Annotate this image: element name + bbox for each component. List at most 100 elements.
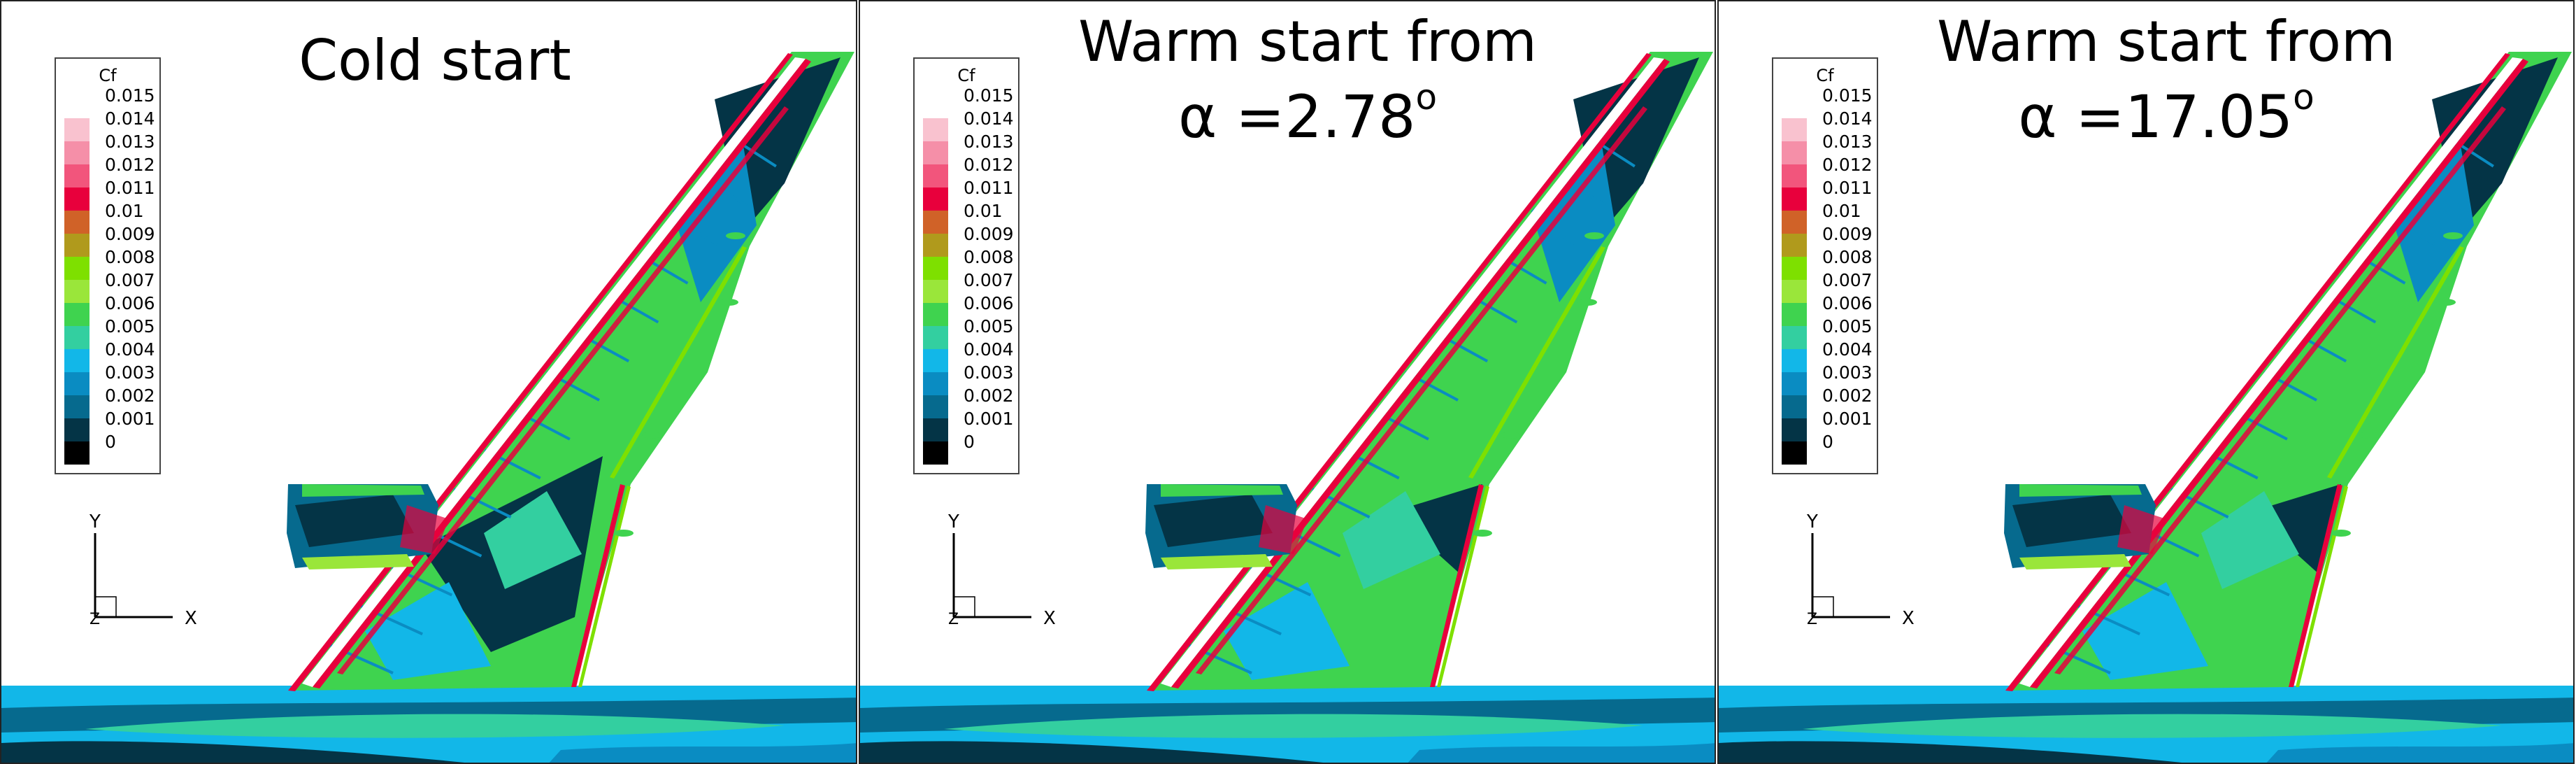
- legend-swatch: [923, 372, 948, 395]
- legend-swatch: [1782, 234, 1807, 257]
- legend-swatch: [1782, 441, 1807, 465]
- degree-mark: o: [1415, 77, 1438, 118]
- legend-title: Cf: [1816, 66, 1834, 85]
- legend-swatch: [1782, 164, 1807, 188]
- flap-fairing: [2359, 432, 2379, 439]
- legend-swatch: [64, 211, 90, 234]
- legend-swatch: [64, 164, 90, 188]
- panel-title: Warm start from α =17.05o: [1887, 14, 2446, 147]
- alpha-symbol: α =: [2018, 83, 2125, 151]
- flap-fairing: [2443, 232, 2463, 239]
- x-axis-label: X: [185, 608, 197, 629]
- legend-label: 0.014: [964, 108, 1014, 129]
- degree-mark: o: [2293, 77, 2314, 118]
- legend-label: 0: [1822, 432, 1833, 452]
- legend-title: Cf: [99, 66, 117, 85]
- legend-swatch: [923, 280, 948, 303]
- panel-title-line1: Cold start: [299, 28, 571, 93]
- ground-plane: [860, 686, 1715, 763]
- legend-swatch: [64, 257, 90, 280]
- legend-label: 0.01: [105, 201, 144, 221]
- legend-label: 0.013: [964, 132, 1014, 152]
- ground-plane: [1719, 686, 2573, 763]
- flap-fairing: [2331, 530, 2351, 537]
- legend-label: 0.011: [964, 178, 1014, 198]
- legend-swatch: [923, 118, 948, 141]
- alpha-value: 17.05: [2124, 83, 2294, 151]
- legend-label: 0.01: [964, 201, 1003, 221]
- legend-label: 0.006: [964, 293, 1014, 313]
- legend-label: 0: [964, 432, 975, 452]
- legend-label: 0.005: [964, 316, 1014, 337]
- z-axis-box: [953, 596, 975, 618]
- legend-label: 0.001: [105, 409, 155, 429]
- legend-label: 0.007: [105, 270, 155, 290]
- legend-swatch: [64, 141, 90, 164]
- panel-title: Warm start from α =2.78o: [1028, 9, 1587, 147]
- legend-swatch: [64, 372, 90, 395]
- legend-swatch: [923, 164, 948, 188]
- flap-fairing: [1584, 232, 1604, 239]
- legend-swatch: [923, 326, 948, 349]
- flap-fairing: [1473, 530, 1492, 537]
- legend-swatch: [64, 95, 90, 118]
- legend-swatch: [1782, 118, 1807, 141]
- legend-label: 0.012: [105, 155, 155, 175]
- legend-label: 0.014: [1822, 108, 1873, 129]
- legend-label: 0.015: [1822, 85, 1873, 106]
- alpha-symbol: α =: [1178, 83, 1285, 151]
- legend-label: 0.003: [964, 362, 1014, 383]
- wing: [288, 52, 854, 691]
- y-axis-label: Y: [947, 512, 959, 532]
- legend-swatch: [1782, 349, 1807, 372]
- legend-label: 0.004: [1822, 339, 1873, 360]
- cf-legend: Cf 0.015 0.014 0.013 0.012 0.011 0.01 0.009 0.00…: [913, 57, 1019, 474]
- legend-label: 0.009: [105, 224, 155, 244]
- wing-surface-plot: [1, 52, 856, 763]
- legend-swatch: [923, 188, 948, 211]
- panel-2: Warm start from α =2.78o Cf 0.015 0.014 0.013…: [859, 0, 1716, 764]
- legend-swatch: [1782, 211, 1807, 234]
- legend-swatch: [64, 441, 90, 465]
- wing-surface-plot: [860, 52, 1715, 763]
- legend-label: 0.002: [1822, 385, 1873, 406]
- panel-title-line1: Warm start from: [1078, 9, 1537, 74]
- panel-1: Cold start Cf 0.015 0.014 0.013 0.012 0.011 0.0…: [0, 0, 857, 764]
- legend-label: 0.012: [1822, 155, 1873, 175]
- flap-fairing: [719, 299, 738, 306]
- flap-fairing: [1577, 299, 1597, 306]
- legend-label: 0.011: [1822, 178, 1873, 198]
- legend-swatch: [923, 211, 948, 234]
- engine-nacelle: [2004, 484, 2166, 570]
- legend-swatch: [923, 395, 948, 418]
- ground-plane: [1, 686, 856, 763]
- legend-swatch: [1782, 280, 1807, 303]
- wing-surface-plot: [1719, 52, 2573, 763]
- legend-swatch: [64, 118, 90, 141]
- flap-fairing: [726, 232, 745, 239]
- panel-title-alpha: α =2.78o: [1028, 80, 1587, 146]
- legend-label: 0.011: [105, 178, 155, 198]
- z-axis-label: Z: [90, 611, 100, 628]
- legend-swatch: [64, 395, 90, 418]
- legend-label: 0.014: [105, 108, 155, 129]
- axis-triad: Y X Z: [947, 512, 1056, 629]
- legend-swatch: [923, 257, 948, 280]
- legend-swatch: [923, 349, 948, 372]
- legend-label: 0.005: [105, 316, 155, 337]
- legend-swatch: [64, 303, 90, 326]
- y-axis-label: Y: [1806, 512, 1818, 532]
- legend-swatch: [923, 303, 948, 326]
- legend-label: 0.008: [1822, 247, 1873, 267]
- legend-swatch: [1782, 326, 1807, 349]
- legend-label: 0.007: [964, 270, 1014, 290]
- legend-swatch: [1782, 418, 1807, 441]
- legend-swatch: [64, 188, 90, 211]
- flap-fairing: [1501, 432, 1520, 439]
- legend-label: 0.01: [1822, 201, 1861, 221]
- x-axis-label: X: [1902, 608, 1915, 629]
- legend-label: 0.004: [964, 339, 1014, 360]
- y-axis-label: Y: [89, 512, 101, 532]
- legend-swatch: [64, 280, 90, 303]
- axis-triad: Y X Z: [89, 512, 197, 629]
